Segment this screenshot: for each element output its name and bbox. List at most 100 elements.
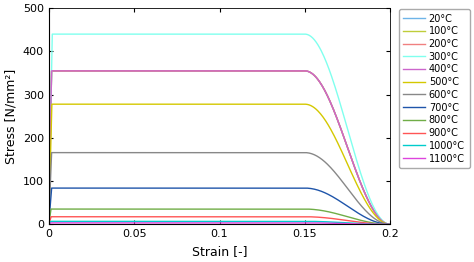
- 400°C: [75, 69, 81, 73]
- 20°C: [70, 69, 75, 73]
- 200°C: [49, 69, 55, 73]
- 600°C: [108, 151, 113, 154]
- 800°C: [48, 208, 54, 211]
- 200°C: [51, 69, 56, 73]
- Line: 1100°C: 1100°C: [49, 223, 390, 225]
- 900°C: [49, 215, 55, 218]
- 800°C: [48, 208, 54, 211]
- 1100°C: [46, 223, 52, 226]
- 900°C: [48, 215, 54, 218]
- 500°C: [128, 103, 133, 106]
- Line: 800°C: 800°C: [49, 209, 390, 225]
- 300°C: [105, 32, 111, 36]
- Line: 400°C: 400°C: [49, 71, 390, 225]
- 1100°C: [387, 223, 393, 226]
- 100°C: [46, 223, 52, 226]
- 500°C: [49, 103, 55, 106]
- 600°C: [82, 151, 88, 154]
- 700°C: [387, 223, 393, 226]
- 500°C: [387, 223, 393, 226]
- 20°C: [51, 69, 56, 73]
- 600°C: [54, 151, 59, 154]
- 1000°C: [387, 223, 393, 226]
- 200°C: [207, 69, 212, 73]
- 900°C: [46, 223, 52, 226]
- 1000°C: [52, 220, 58, 223]
- 300°C: [49, 32, 55, 36]
- 300°C: [51, 32, 57, 36]
- Line: 900°C: 900°C: [49, 217, 390, 225]
- 700°C: [46, 223, 52, 226]
- 100°C: [128, 69, 133, 73]
- 800°C: [46, 223, 52, 226]
- 700°C: [83, 187, 89, 190]
- 500°C: [46, 223, 52, 226]
- 500°C: [51, 103, 57, 106]
- 600°C: [387, 223, 393, 226]
- 600°C: [49, 151, 55, 154]
- 400°C: [51, 69, 56, 73]
- 900°C: [387, 223, 393, 226]
- 100°C: [75, 69, 81, 73]
- 1100°C: [48, 221, 54, 225]
- 300°C: [128, 32, 133, 36]
- 1100°C: [82, 221, 88, 225]
- 400°C: [49, 69, 55, 73]
- 100°C: [207, 69, 212, 73]
- 900°C: [196, 215, 201, 218]
- 900°C: [52, 215, 58, 218]
- 800°C: [196, 208, 201, 211]
- 800°C: [54, 208, 59, 211]
- 1100°C: [54, 221, 59, 225]
- 400°C: [387, 223, 393, 226]
- 500°C: [207, 103, 212, 106]
- 800°C: [387, 223, 393, 226]
- 1100°C: [196, 221, 201, 225]
- Line: 20°C: 20°C: [49, 71, 390, 225]
- Line: 1000°C: 1000°C: [49, 221, 390, 225]
- 700°C: [54, 187, 59, 190]
- X-axis label: Strain [-]: Strain [-]: [192, 245, 247, 258]
- 300°C: [46, 223, 52, 226]
- 500°C: [70, 103, 75, 106]
- 800°C: [52, 208, 58, 211]
- 1000°C: [48, 220, 54, 223]
- 800°C: [108, 208, 113, 211]
- 200°C: [128, 69, 133, 73]
- 100°C: [49, 69, 55, 73]
- 600°C: [49, 151, 55, 154]
- 500°C: [105, 103, 111, 106]
- 300°C: [70, 32, 76, 36]
- 400°C: [46, 223, 52, 226]
- Y-axis label: Stress [N/mm²]: Stress [N/mm²]: [4, 69, 17, 164]
- 100°C: [387, 223, 393, 226]
- 300°C: [387, 223, 393, 226]
- 700°C: [108, 187, 113, 190]
- Line: 200°C: 200°C: [49, 71, 390, 225]
- 20°C: [46, 223, 52, 226]
- 20°C: [105, 69, 111, 73]
- 700°C: [49, 187, 55, 190]
- 20°C: [128, 69, 133, 73]
- 400°C: [105, 69, 111, 73]
- 600°C: [46, 223, 52, 226]
- 600°C: [53, 151, 58, 154]
- 100°C: [70, 69, 75, 73]
- 1000°C: [196, 220, 201, 223]
- Line: 600°C: 600°C: [49, 153, 390, 225]
- 300°C: [207, 32, 212, 36]
- 800°C: [82, 208, 88, 211]
- 100°C: [105, 69, 111, 73]
- 200°C: [70, 69, 75, 73]
- Legend: 20°C, 100°C, 200°C, 300°C, 400°C, 500°C, 600°C, 700°C, 800°C, 900°C, 1000°C, 110: 20°C, 100°C, 200°C, 300°C, 400°C, 500°C,…: [399, 9, 470, 168]
- 1000°C: [108, 220, 113, 223]
- 200°C: [46, 223, 52, 226]
- 1000°C: [54, 220, 59, 223]
- 900°C: [108, 215, 113, 218]
- Line: 500°C: 500°C: [49, 104, 390, 225]
- 500°C: [75, 103, 81, 106]
- 200°C: [105, 69, 111, 73]
- 20°C: [207, 69, 212, 73]
- 400°C: [70, 69, 75, 73]
- 200°C: [75, 69, 81, 73]
